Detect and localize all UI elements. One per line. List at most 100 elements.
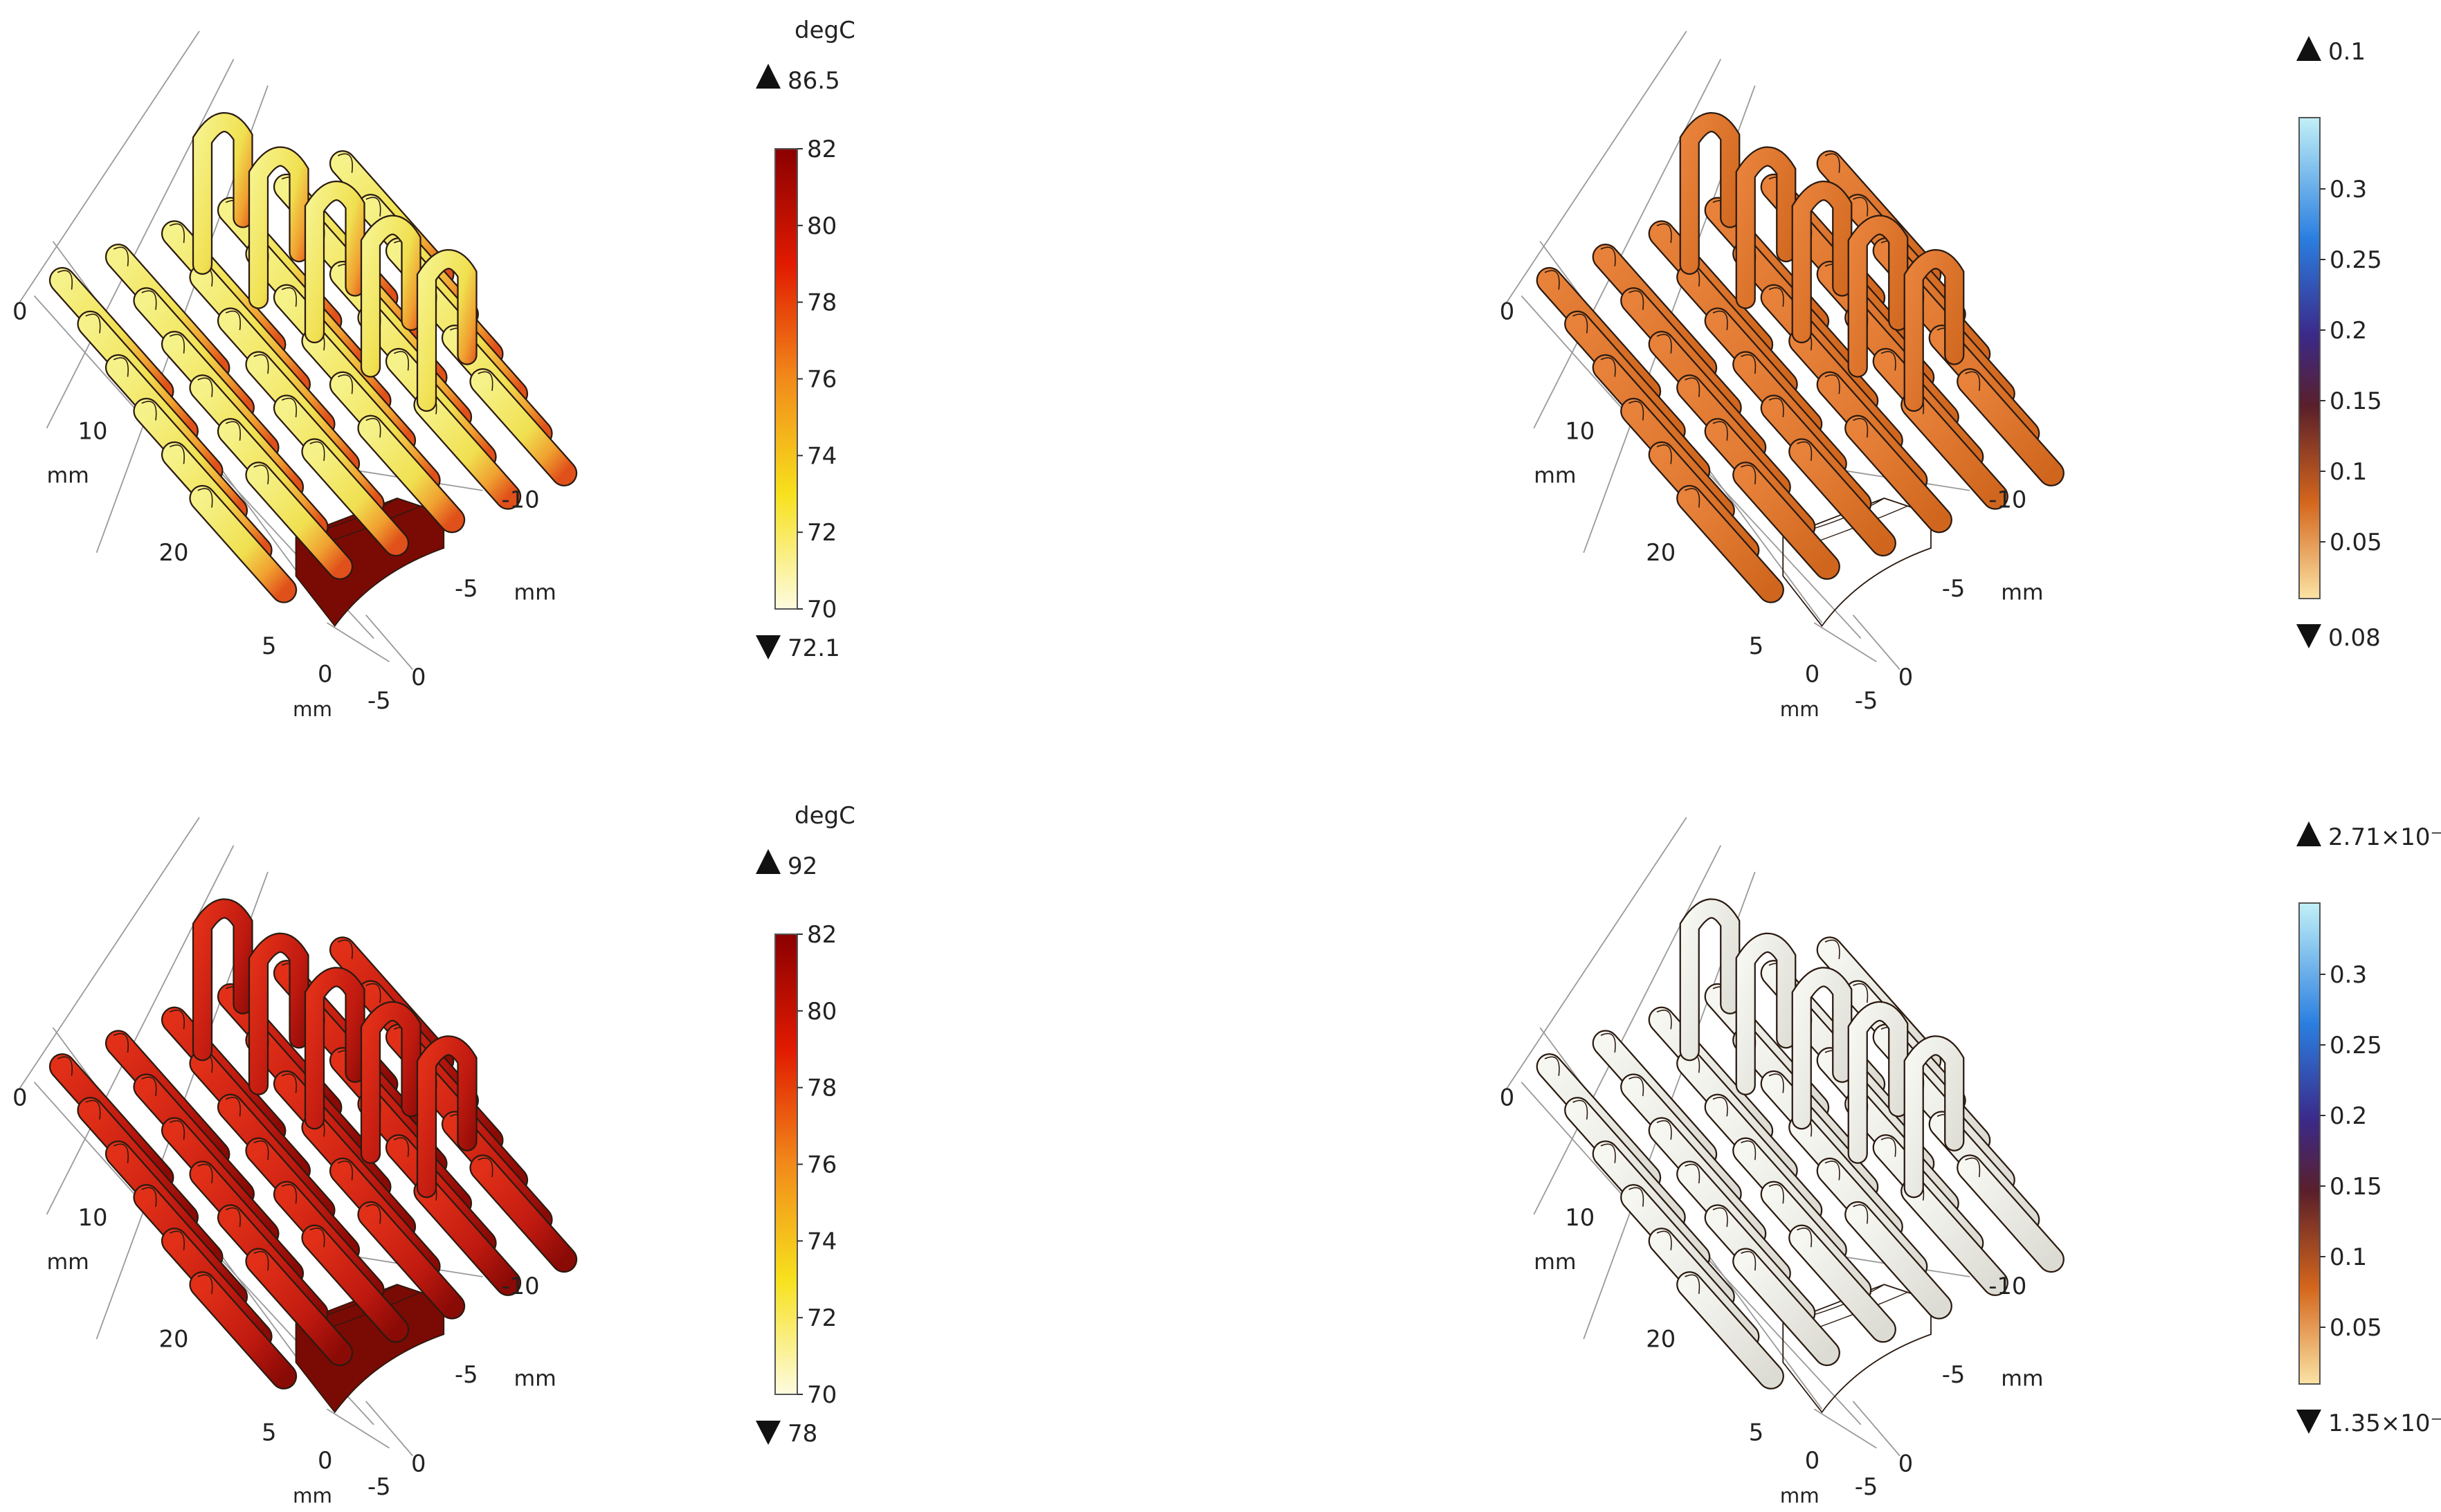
colorbar-tick-label: 74	[807, 1228, 837, 1255]
pin-fin-array	[48, 898, 578, 1390]
colorbar-tick-label: 76	[807, 366, 837, 394]
colorbar-tick-label: 72	[807, 519, 837, 547]
loop-fin	[304, 967, 365, 1130]
loop-fin	[1903, 249, 1965, 412]
pin-fin	[469, 368, 578, 486]
colorbar	[774, 933, 798, 1395]
colorbar	[774, 148, 798, 610]
panel-tr: 0 10 mm 20 -10 -5 mm 5 0 -5 0 mm	[1500, 30, 2065, 721]
loop-fin	[416, 1035, 478, 1199]
y-axis-unit: mm	[47, 464, 89, 489]
axis-labels: 0 10 mm 20 -10 -5 mm 5 0 -5 0 mm	[1500, 298, 2044, 721]
colorbar-tick-label: 0.3	[2330, 961, 2367, 989]
pin-fin	[1957, 1154, 2065, 1273]
x-tick-label: 5	[1749, 1419, 1763, 1446]
x-tick-label: 0	[411, 1450, 426, 1477]
colorbar-tick-label: 0.15	[2330, 1173, 2382, 1201]
z-tick-label: -5	[455, 575, 478, 602]
x-tick-label: 5	[262, 632, 276, 659]
legend-unit: degC	[795, 17, 855, 44]
max-triangle-icon	[756, 64, 781, 89]
colorbar-tick-label: 80	[807, 212, 837, 240]
pin-fin	[301, 1224, 410, 1343]
legend-min: 78	[788, 1420, 817, 1448]
colorbar-tick-label: 78	[807, 1075, 837, 1102]
legend-min: 0.08	[2328, 624, 2381, 652]
pin-fin	[189, 1271, 298, 1390]
min-triangle-icon	[756, 1421, 781, 1445]
pin-fin	[245, 462, 354, 580]
z-tick-label: -10	[1988, 1273, 2026, 1300]
pin-fin	[1788, 1224, 1896, 1343]
loop-fin	[1679, 898, 1741, 1062]
legend-min: 72.1	[788, 635, 840, 662]
legend-max: 2.71×10⁻³	[2328, 823, 2441, 851]
colorbar-tick-label: 0.25	[2330, 246, 2382, 274]
x-tick-label: 0	[318, 661, 332, 688]
colorbar-tick-label: 82	[807, 136, 837, 163]
min-triangle-icon	[2296, 1410, 2321, 1434]
legend-unit: degC	[795, 802, 855, 830]
x-axis-unit: mm	[1780, 698, 1820, 721]
colorbar-legend: degC 92 82 80 78 76 74 72 70 78	[756, 802, 855, 1448]
colorbar-tick-label: 0.15	[2330, 388, 2382, 415]
legend-max: 0.1	[2328, 38, 2366, 66]
colorbar-legend: degC 86.5 82 80 78 76 74 72 70 72.1	[756, 17, 855, 662]
y-tick-label: 0	[1500, 298, 1514, 325]
x-tick-label: 5	[262, 1419, 276, 1446]
z-tick-label: -10	[502, 486, 540, 513]
z-tick-label: -10	[1988, 486, 2026, 513]
colorbar-tick-label: 78	[807, 289, 837, 317]
pin-fin-array	[48, 112, 578, 603]
axis-labels: 0 10 mm 20 -10 -5 mm 5 0 -5 0 mm	[12, 298, 556, 721]
colorbar	[2298, 117, 2321, 599]
pin-fin	[1732, 462, 1840, 580]
colorbar-tick-label: 76	[807, 1151, 837, 1179]
z-tick-label: -10	[502, 1273, 540, 1300]
min-triangle-icon	[756, 635, 781, 659]
x-tick-label: 0	[1805, 1447, 1820, 1474]
z-tick-label: -5	[1942, 1361, 1966, 1388]
panel-bl: 0 10 mm 20 -10 -5 mm 5 0 -5 0 mm	[12, 817, 578, 1508]
pin-fin	[469, 1154, 578, 1273]
loop-fin	[1735, 932, 1797, 1095]
z-axis-unit: mm	[514, 1367, 556, 1392]
x-tick-label: 0	[1898, 1450, 1913, 1477]
colorbar-tick-label: 0.05	[2330, 529, 2382, 556]
y-tick-label: 10	[78, 418, 108, 445]
colorbar-tick-label: 0.1	[2330, 458, 2367, 486]
y-axis-unit: mm	[1534, 1250, 1576, 1275]
pin-fin	[1957, 368, 2065, 486]
max-triangle-icon	[2296, 36, 2321, 61]
loop-fin	[192, 898, 253, 1062]
max-triangle-icon	[756, 849, 781, 874]
x-tick-label: -5	[367, 687, 391, 714]
y-tick-label: 10	[78, 1204, 108, 1231]
loop-fin	[1791, 181, 1853, 344]
y-axis-unit: mm	[47, 1250, 89, 1275]
y-tick-label: 20	[1646, 539, 1676, 566]
axis-labels: 0 10 mm 20 -10 -5 mm 5 0 -5 0 mm	[12, 1084, 556, 1508]
colorbar-tick-label: 0.25	[2330, 1032, 2382, 1059]
y-tick-label: 10	[1565, 418, 1595, 445]
colorbar	[2298, 902, 2321, 1385]
legend-max: 86.5	[788, 67, 840, 95]
y-tick-label: 20	[159, 539, 189, 566]
z-axis-unit: mm	[514, 580, 556, 605]
y-tick-label: 10	[1565, 1204, 1595, 1231]
pin-fin	[245, 1248, 354, 1367]
legend-max: 92	[788, 853, 817, 880]
x-axis-unit: mm	[293, 698, 332, 721]
colorbar-legend: 2.71×10⁻³ 0.3 0.25 0.2 0.15 0.1 0.05 1.35×10⁻³	[2296, 821, 2441, 1437]
x-tick-label: 0	[318, 1447, 332, 1474]
colorbar-tick-label: 70	[807, 1381, 837, 1409]
pin-fin	[357, 415, 466, 534]
loop-fin	[1847, 1001, 1909, 1164]
max-triangle-icon	[2296, 821, 2321, 846]
loop-fin	[1903, 1035, 1965, 1199]
pin-fin	[1732, 1248, 1840, 1367]
y-tick-label: 0	[12, 298, 27, 325]
loop-fin	[304, 181, 365, 344]
loop-fin	[1679, 112, 1741, 275]
x-axis-unit: mm	[1780, 1484, 1820, 1507]
